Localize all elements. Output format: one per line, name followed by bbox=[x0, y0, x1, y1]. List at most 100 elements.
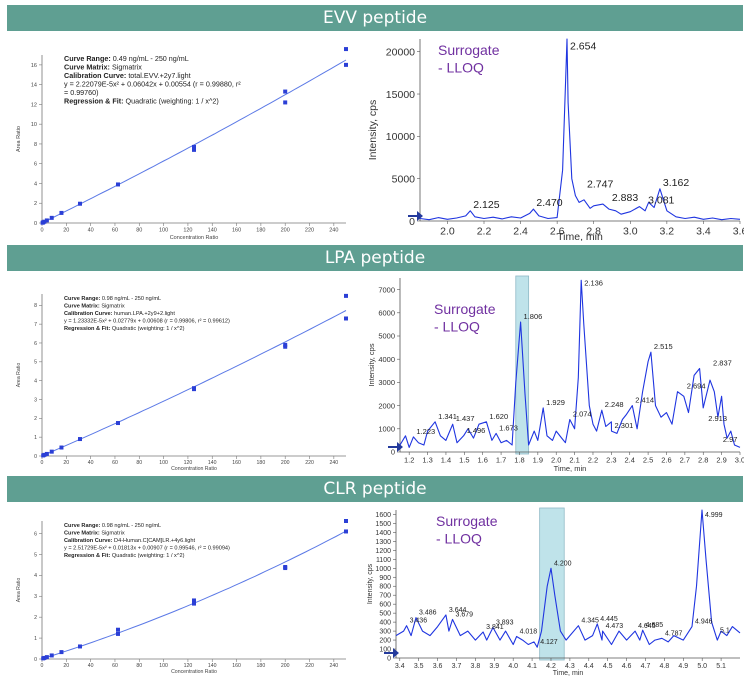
peak-label: 4.999 bbox=[705, 512, 723, 519]
peak-label: 2.074 bbox=[573, 410, 592, 419]
x-tick-label: 140 bbox=[208, 228, 217, 234]
x-tick-label: 80 bbox=[136, 228, 142, 234]
peak-label: 3.679 bbox=[456, 611, 474, 618]
y-tick-label: 4 bbox=[34, 573, 37, 579]
x-tick-label: 3.7 bbox=[452, 663, 462, 670]
x-axis-label: Time, min bbox=[553, 670, 584, 676]
y-tick-label: 900 bbox=[379, 575, 391, 582]
calibration-point bbox=[78, 437, 82, 442]
x-tick-label: 200 bbox=[281, 460, 290, 466]
y-tick-label: 1600 bbox=[375, 512, 391, 519]
x-tick-label: 220 bbox=[305, 228, 314, 234]
curve-info-line: = 0.99760) bbox=[64, 88, 99, 97]
x-tick-label: 60 bbox=[112, 228, 118, 234]
x-tick-label: 1.2 bbox=[404, 456, 414, 465]
peak-label: 1.496 bbox=[467, 426, 486, 435]
y-tick-label: 0 bbox=[387, 656, 391, 663]
calibration-point bbox=[78, 644, 82, 649]
y-tick-label: 5 bbox=[34, 360, 37, 366]
x-tick-label: 2.1 bbox=[569, 456, 579, 465]
y-axis-label: Area Ratio bbox=[16, 363, 22, 388]
peak-label: 4.787 bbox=[665, 630, 683, 637]
peak-label: 4.645 bbox=[638, 623, 656, 630]
peak-label: 2.136 bbox=[584, 279, 603, 288]
x-tick-label: 3.0 bbox=[623, 226, 638, 238]
y-tick-label: 15000 bbox=[386, 89, 415, 101]
curve-info-line: Calibration Curve: human.LPA.+2y9+2.ligh… bbox=[64, 311, 175, 317]
peak-label: 3.162 bbox=[663, 177, 689, 189]
peak-label: 3.081 bbox=[648, 195, 674, 207]
x-tick-label: 5.0 bbox=[697, 663, 707, 670]
peak-label: 1.437 bbox=[456, 414, 475, 423]
y-tick-label: 4000 bbox=[378, 355, 395, 364]
y-tick-label: 14 bbox=[31, 83, 37, 89]
y-tick-label: 0 bbox=[34, 657, 37, 663]
evv-chromatogram: 2.0 2.2 2.4 2.6 2.8 3.0 3.2 3.4 3.6 0 5000 10000 150… bbox=[367, 38, 744, 241]
x-tick-label: 3.6 bbox=[433, 663, 443, 670]
y-axis-label: Intensity, cps bbox=[367, 100, 379, 161]
peak-label: 4.685 bbox=[646, 622, 664, 629]
calibration-point bbox=[42, 655, 47, 660]
calibration-point bbox=[59, 210, 64, 215]
y-tick-label: 1000 bbox=[375, 566, 391, 573]
x-axis-label: Concentration Ratio bbox=[171, 466, 217, 472]
x-tick-label: 180 bbox=[257, 460, 266, 466]
y-tick-label: 4 bbox=[34, 181, 37, 187]
peak-label: 2.301 bbox=[615, 421, 634, 430]
curve-info-line: y = 1.23332E-5x² + 0.02779x + 0.00608 (r… bbox=[64, 319, 230, 325]
y-tick-label: 1 bbox=[34, 435, 37, 441]
x-tick-label: 3.6 bbox=[733, 226, 744, 238]
x-tick-label: 3.5 bbox=[414, 663, 424, 670]
x-tick-label: 220 bbox=[305, 663, 314, 669]
chromatogram-trace bbox=[399, 279, 741, 448]
peak-label: 4.445 bbox=[600, 616, 618, 623]
peak-label: 1.223 bbox=[416, 427, 435, 436]
y-tick-label: 3 bbox=[34, 594, 37, 600]
peak-label: 2.125 bbox=[473, 199, 499, 211]
peak-label: 4.127 bbox=[540, 639, 558, 646]
peak-label: 2.654 bbox=[570, 41, 596, 53]
curve-info-line: Curve Range: 0.49 ng/mL - 250 ng/mL bbox=[64, 54, 189, 63]
y-tick-label: 1200 bbox=[375, 548, 391, 555]
x-tick-label: 100 bbox=[159, 228, 168, 234]
peak-label: 5.1 bbox=[720, 628, 730, 635]
x-tick-label: 0 bbox=[41, 663, 44, 669]
calibration-point bbox=[59, 445, 64, 450]
y-axis-label: Intensity, cps bbox=[367, 343, 376, 386]
x-tick-label: 2.6 bbox=[550, 226, 565, 238]
peak-label: 4.200 bbox=[554, 560, 572, 567]
banner-evv: EVV peptide bbox=[7, 5, 743, 31]
curve-info-line: Calibration Curve: D4-Human.C[CAM]LR.+4y… bbox=[64, 538, 195, 544]
peak-label: 3.436 bbox=[410, 618, 428, 625]
x-tick-label: 200 bbox=[281, 228, 290, 234]
calibration-point bbox=[192, 147, 196, 152]
calibration-point bbox=[116, 182, 120, 187]
y-tick-label: 3 bbox=[34, 397, 37, 403]
y-tick-label: 1400 bbox=[375, 530, 391, 537]
y-tick-label: 5000 bbox=[378, 332, 395, 341]
calibration-point bbox=[44, 655, 49, 660]
x-tick-label: 140 bbox=[208, 460, 217, 466]
start-arrow-icon bbox=[388, 442, 403, 452]
x-tick-label: 4.1 bbox=[527, 663, 537, 670]
y-tick-label: 700 bbox=[379, 593, 391, 600]
peak-label: 2.694 bbox=[687, 382, 706, 391]
x-tick-label: 120 bbox=[183, 228, 192, 234]
peak-label: 1.620 bbox=[489, 412, 508, 421]
fit-curve bbox=[41, 59, 347, 224]
x-tick-label: 2.4 bbox=[625, 456, 635, 465]
surrogate-lloq-label: Surrogate - LLOQ bbox=[434, 301, 496, 335]
curve-info-line: Curve Matrix: Sigmatrix bbox=[64, 63, 142, 72]
y-tick-label: 1500 bbox=[375, 521, 391, 528]
peak-label: 2.747 bbox=[587, 179, 613, 191]
y-axis-label: Intensity, cps bbox=[367, 563, 374, 604]
y-tick-label: 16 bbox=[31, 63, 37, 69]
y-tick-label: 7 bbox=[34, 322, 37, 328]
y-tick-label: 300 bbox=[379, 629, 391, 636]
highlight-window bbox=[515, 275, 530, 455]
calibration-point bbox=[116, 627, 120, 632]
peak-label: 1.673 bbox=[499, 423, 518, 432]
calibration-point bbox=[192, 601, 196, 606]
banner-clr: CLR peptide bbox=[7, 476, 743, 502]
calibration-point bbox=[283, 100, 288, 105]
